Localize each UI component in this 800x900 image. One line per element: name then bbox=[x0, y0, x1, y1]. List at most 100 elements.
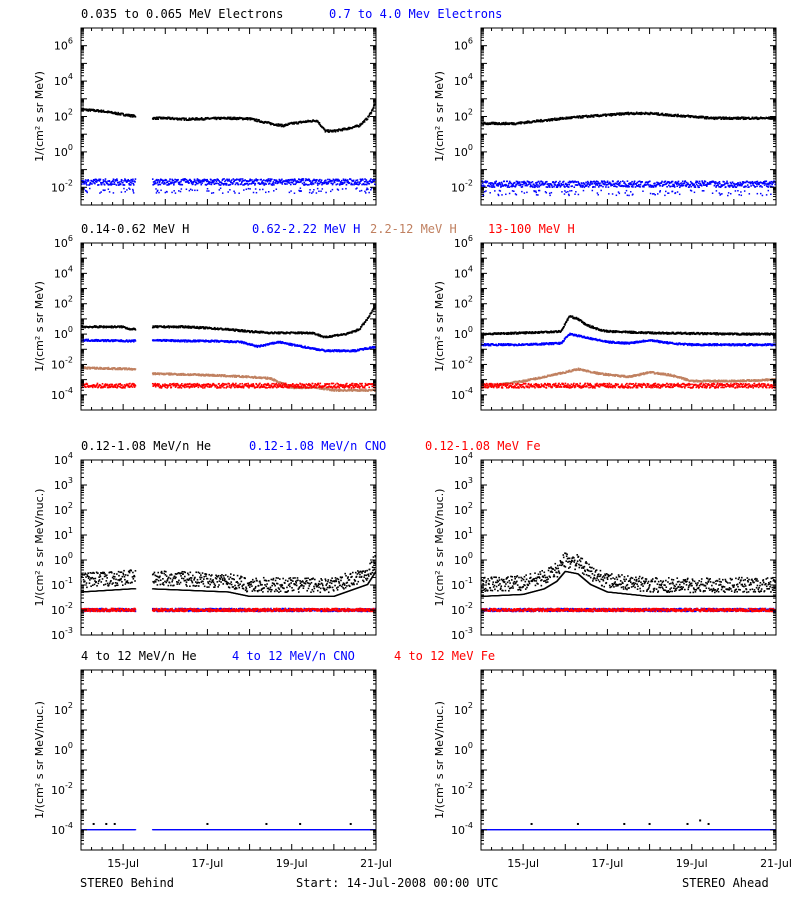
data-point bbox=[156, 373, 159, 375]
data-point bbox=[591, 189, 594, 192]
data-point bbox=[519, 184, 522, 187]
data-point bbox=[318, 182, 321, 185]
data-point bbox=[705, 115, 707, 118]
data-point bbox=[295, 121, 298, 123]
data-point bbox=[349, 350, 352, 353]
data-point bbox=[741, 183, 744, 186]
data-point bbox=[371, 109, 374, 111]
data-point bbox=[181, 326, 184, 329]
data-point bbox=[217, 340, 220, 342]
data-point bbox=[523, 182, 526, 185]
data-point bbox=[294, 183, 297, 186]
data-point bbox=[230, 179, 233, 181]
data-point bbox=[198, 181, 201, 183]
data-point bbox=[262, 182, 265, 184]
data-point bbox=[554, 117, 556, 120]
data-point bbox=[166, 181, 169, 184]
data-point bbox=[185, 325, 187, 328]
data-point bbox=[492, 121, 494, 124]
data-point bbox=[205, 118, 208, 120]
data-point bbox=[701, 116, 703, 119]
data-point bbox=[544, 191, 547, 193]
data-point bbox=[280, 181, 283, 184]
data-point bbox=[369, 111, 372, 114]
data-point bbox=[510, 122, 513, 125]
data-point bbox=[770, 185, 773, 188]
data-point bbox=[315, 120, 317, 123]
data-point bbox=[714, 181, 716, 184]
data-point bbox=[300, 179, 303, 181]
data-point bbox=[308, 332, 311, 335]
data-point bbox=[586, 180, 589, 183]
data-point bbox=[275, 180, 277, 182]
data-point bbox=[84, 326, 87, 329]
data-point bbox=[324, 181, 327, 184]
series-2-2-12-mev-h bbox=[81, 366, 376, 392]
data-point bbox=[180, 188, 183, 190]
data-point bbox=[287, 179, 290, 181]
data-point bbox=[698, 186, 700, 189]
data-point bbox=[483, 121, 486, 124]
data-point bbox=[661, 113, 663, 116]
data-point bbox=[488, 123, 490, 125]
data-point bbox=[104, 180, 106, 182]
data-point bbox=[197, 117, 200, 120]
data-point bbox=[151, 178, 154, 180]
data-point bbox=[292, 178, 294, 181]
data-point bbox=[161, 179, 164, 182]
data-point bbox=[646, 181, 649, 184]
data-point bbox=[580, 116, 582, 118]
data-point bbox=[550, 191, 553, 194]
data-point bbox=[128, 183, 130, 185]
data-point bbox=[255, 179, 258, 181]
data-point bbox=[102, 109, 105, 112]
data-point bbox=[164, 178, 167, 181]
data-point bbox=[681, 185, 684, 187]
data-point bbox=[119, 113, 122, 115]
data-point bbox=[124, 113, 127, 116]
data-point bbox=[314, 347, 316, 350]
data-point bbox=[321, 183, 323, 186]
data-point bbox=[228, 329, 231, 332]
data-point bbox=[178, 183, 180, 185]
data-point bbox=[299, 187, 302, 189]
data-point bbox=[527, 120, 529, 122]
data-point bbox=[754, 116, 756, 119]
data-point bbox=[343, 181, 346, 184]
data-point bbox=[493, 182, 495, 185]
data-point bbox=[343, 350, 346, 352]
data-point bbox=[729, 117, 731, 119]
data-point bbox=[303, 184, 305, 186]
data-point bbox=[716, 182, 719, 185]
data-point bbox=[570, 117, 573, 120]
data-point bbox=[170, 182, 173, 185]
data-point bbox=[516, 180, 519, 183]
data-point bbox=[501, 122, 503, 124]
data-point bbox=[367, 180, 369, 183]
data-point bbox=[270, 342, 273, 344]
data-point bbox=[510, 185, 512, 188]
data-point bbox=[231, 118, 234, 121]
data-point bbox=[108, 326, 111, 328]
data-point bbox=[360, 178, 363, 181]
data-point bbox=[324, 130, 327, 133]
data-point bbox=[191, 189, 194, 191]
data-point bbox=[192, 374, 195, 376]
data-point bbox=[758, 181, 761, 184]
data-point bbox=[168, 116, 171, 119]
data-point bbox=[206, 187, 209, 190]
data-point bbox=[547, 183, 549, 185]
data-point bbox=[741, 181, 744, 183]
data-point bbox=[718, 117, 720, 119]
data-point bbox=[673, 184, 676, 187]
data-point bbox=[306, 179, 309, 181]
data-point bbox=[275, 179, 278, 181]
data-point bbox=[521, 190, 523, 193]
data-point bbox=[186, 326, 189, 329]
data-point bbox=[289, 178, 292, 181]
data-point bbox=[189, 325, 192, 328]
data-point bbox=[734, 117, 736, 120]
data-point bbox=[313, 178, 315, 181]
data-point bbox=[176, 118, 178, 120]
data-point bbox=[268, 183, 270, 185]
